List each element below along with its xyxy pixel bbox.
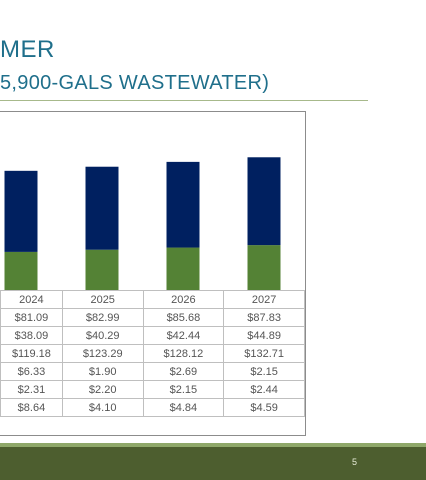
footer-accent-strip	[0, 443, 426, 447]
page-number: 5	[352, 457, 358, 467]
table-cell: $4.59	[223, 398, 305, 417]
table-row: $38.09 $40.29 $42.44 $44.89	[0, 326, 305, 345]
table-cell: $132.71	[223, 344, 305, 363]
chart-frame: 2024 2025 2026 2027 $81.09 $82.99 $85.68 $87.83…	[0, 111, 306, 436]
table-cell: 2027	[223, 290, 305, 309]
table-cell: $4.10	[61, 398, 144, 417]
table-cell: 2026	[142, 290, 225, 309]
table-cell: $85.68	[142, 308, 225, 327]
table-cell: 2024	[0, 290, 63, 309]
table-cell: $2.15	[223, 362, 305, 381]
table-row: 2024 2025 2026 2027	[0, 290, 305, 309]
bar-2024-segment-2	[4, 170, 38, 252]
table-cell: $42.44	[142, 326, 225, 345]
table-row: $6.33 $1.90 $2.69 $2.15	[0, 362, 305, 381]
slide-title: MER	[0, 36, 55, 63]
table-cell: $128.12	[142, 344, 225, 363]
table-row: $8.64 $4.10 $4.84 $4.59	[0, 398, 305, 417]
bar-2027-segment-1	[247, 245, 281, 290]
table-cell: $119.18	[0, 344, 63, 363]
stacked-bar-chart	[4, 157, 281, 290]
bar-2026-segment-2	[166, 161, 200, 248]
table-cell: $123.29	[61, 344, 144, 363]
bar-2025-segment-2	[85, 166, 119, 250]
table-cell: $2.69	[142, 362, 225, 381]
footer-bar: 5	[0, 447, 426, 480]
title-underline	[0, 100, 368, 101]
table-row: $81.09 $82.99 $85.68 $87.83	[0, 308, 305, 327]
table-cell: $40.29	[61, 326, 144, 345]
bar-2027-segment-2	[247, 157, 281, 246]
table-cell: $6.33	[0, 362, 63, 381]
slide-subtitle: 5,900-GALS WASTEWATER)	[0, 72, 270, 94]
table-row: $2.31 $2.20 $2.15 $2.44	[0, 380, 305, 399]
table-cell: $4.84	[142, 398, 225, 417]
table-cell: $1.90	[61, 362, 144, 381]
table-cell: 2025	[61, 290, 144, 309]
table-cell: $81.09	[0, 308, 63, 327]
table-cell: $38.09	[0, 326, 63, 345]
bar-2024-segment-1	[4, 251, 38, 290]
table-cell: $2.20	[61, 380, 144, 399]
bar-2026-segment-1	[166, 247, 200, 290]
table-cell: $8.64	[0, 398, 63, 417]
table-cell: $82.99	[61, 308, 144, 327]
data-table: 2024 2025 2026 2027 $81.09 $82.99 $85.68 $87.83…	[0, 290, 305, 417]
table-cell: $87.83	[223, 308, 305, 327]
table-cell: $2.15	[142, 380, 225, 399]
bar-2025-segment-1	[85, 249, 119, 290]
table-cell: $44.89	[223, 326, 305, 345]
table-row: $119.18 $123.29 $128.12 $132.71	[0, 344, 305, 363]
table-cell: $2.44	[223, 380, 305, 399]
table-cell: $2.31	[0, 380, 63, 399]
